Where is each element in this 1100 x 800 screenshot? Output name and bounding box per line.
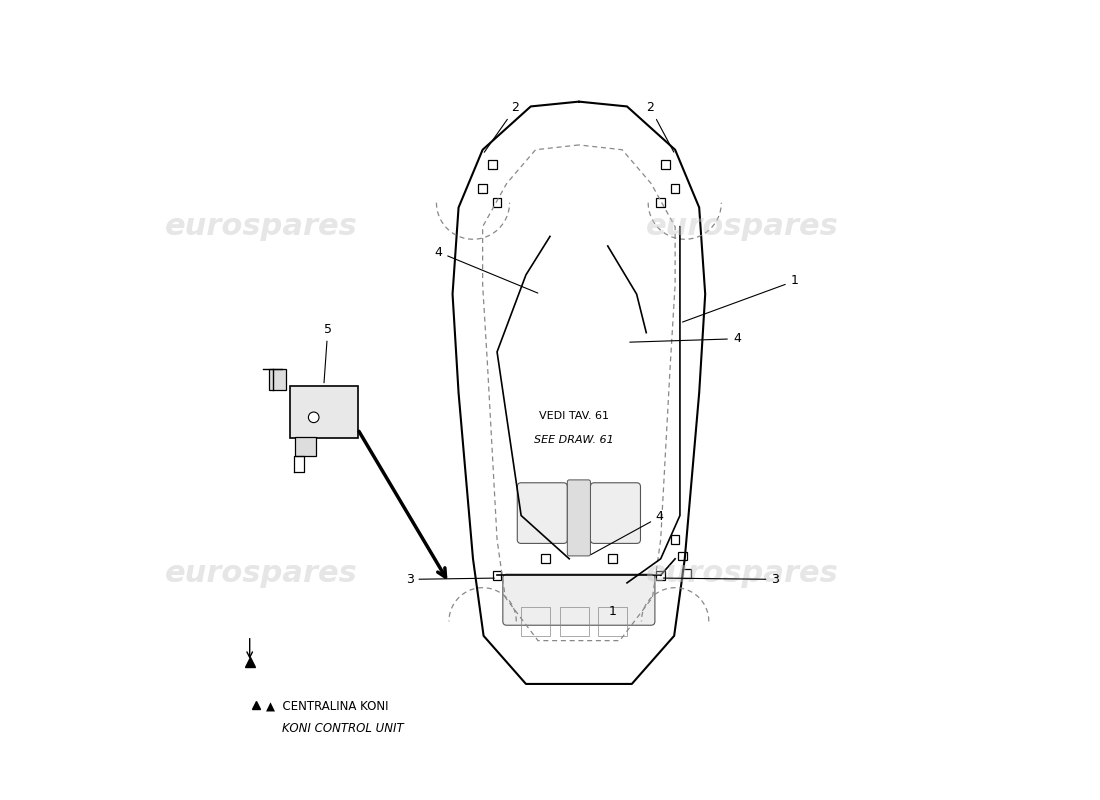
- Bar: [541, 554, 550, 563]
- Text: eurospares: eurospares: [165, 212, 358, 242]
- Bar: [295, 437, 316, 456]
- Bar: [661, 160, 670, 169]
- Text: 1: 1: [682, 274, 799, 322]
- Text: 2: 2: [484, 102, 519, 152]
- Bar: [671, 535, 680, 544]
- Text: eurospares: eurospares: [646, 212, 839, 242]
- Bar: [657, 198, 665, 207]
- Text: 4: 4: [434, 246, 538, 293]
- Text: ▲  CENTRALINA KONI: ▲ CENTRALINA KONI: [266, 700, 388, 713]
- Bar: [560, 607, 588, 636]
- Bar: [488, 160, 496, 169]
- FancyBboxPatch shape: [517, 482, 568, 543]
- Text: VEDI TAV. 61: VEDI TAV. 61: [539, 411, 609, 421]
- Bar: [493, 198, 502, 207]
- Text: 4: 4: [630, 332, 740, 346]
- Text: 2: 2: [647, 102, 674, 152]
- FancyBboxPatch shape: [503, 574, 654, 626]
- Bar: [290, 386, 358, 438]
- Text: KONI CONTROL UNIT: KONI CONTROL UNIT: [283, 722, 404, 735]
- Bar: [657, 571, 665, 579]
- Bar: [521, 607, 550, 636]
- Text: 5: 5: [323, 322, 332, 382]
- Text: 1: 1: [608, 606, 616, 618]
- Bar: [478, 184, 487, 193]
- Bar: [608, 554, 617, 563]
- Text: 4: 4: [591, 510, 663, 554]
- Text: eurospares: eurospares: [165, 558, 358, 588]
- Bar: [679, 551, 688, 560]
- Text: SEE DRAW. 61: SEE DRAW. 61: [535, 435, 614, 446]
- FancyBboxPatch shape: [591, 482, 640, 543]
- Text: 3: 3: [406, 573, 494, 586]
- Circle shape: [308, 412, 319, 422]
- Bar: [682, 569, 691, 578]
- Bar: [268, 369, 286, 390]
- Bar: [598, 607, 627, 636]
- Bar: [671, 184, 680, 193]
- Text: 3: 3: [663, 573, 779, 586]
- Bar: [493, 571, 502, 579]
- Text: eurospares: eurospares: [646, 558, 839, 588]
- FancyBboxPatch shape: [568, 480, 591, 556]
